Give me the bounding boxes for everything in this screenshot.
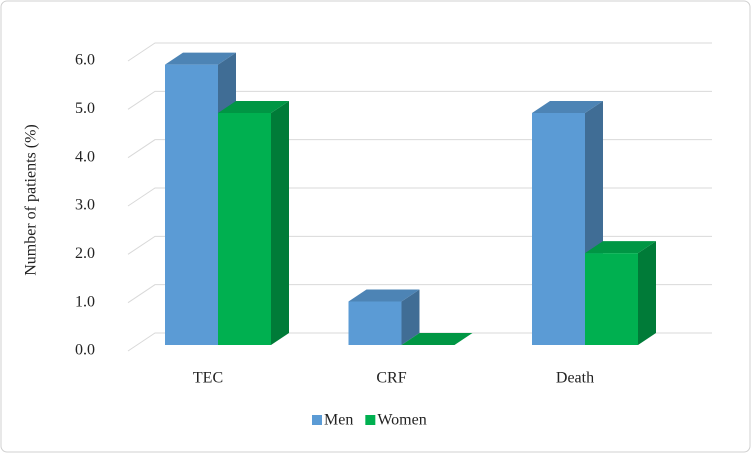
bar	[585, 241, 656, 345]
x-tick-label: Death	[556, 370, 594, 387]
grid-line	[127, 284, 712, 304]
bar-top	[218, 101, 289, 113]
bar-side	[271, 101, 289, 345]
y-tick-label: 3.0	[75, 197, 95, 214]
bar-top	[165, 52, 236, 65]
bar-front	[585, 253, 638, 345]
y-axis-label: Number of patients (%)	[23, 124, 40, 276]
x-tick-label: TEC	[193, 370, 223, 387]
bar-top	[401, 333, 473, 345]
y-tick-label: 4.0	[75, 148, 95, 165]
grid-line	[127, 332, 712, 352]
grid-line	[127, 187, 712, 207]
y-tick-label: 6.0	[75, 52, 95, 69]
grid-line	[127, 235, 712, 255]
bar-top	[348, 289, 420, 302]
y-tick-label: 2.0	[75, 245, 95, 262]
y-tick-label: 0.0	[75, 342, 95, 359]
bar-front	[165, 64, 218, 346]
bar-side	[401, 289, 420, 345]
legend-label: Women	[377, 412, 426, 429]
bar-front	[218, 113, 271, 345]
bar	[401, 333, 473, 345]
legend-swatch	[312, 415, 322, 425]
bar	[218, 101, 289, 345]
legend-label: Men	[324, 412, 353, 429]
bar-side	[638, 241, 656, 345]
x-tick-label: CRF	[376, 370, 406, 387]
bar-front	[532, 113, 585, 345]
legend-swatch	[365, 415, 376, 425]
bar-top	[532, 101, 603, 113]
bar-front	[348, 301, 402, 345]
grid-line	[127, 139, 712, 159]
grid-line	[127, 90, 712, 110]
y-tick-label: 5.0	[75, 100, 95, 117]
grid-line	[127, 42, 712, 62]
bar-top	[585, 241, 656, 254]
bar	[348, 289, 420, 345]
y-tick-label: 1.0	[75, 293, 95, 310]
